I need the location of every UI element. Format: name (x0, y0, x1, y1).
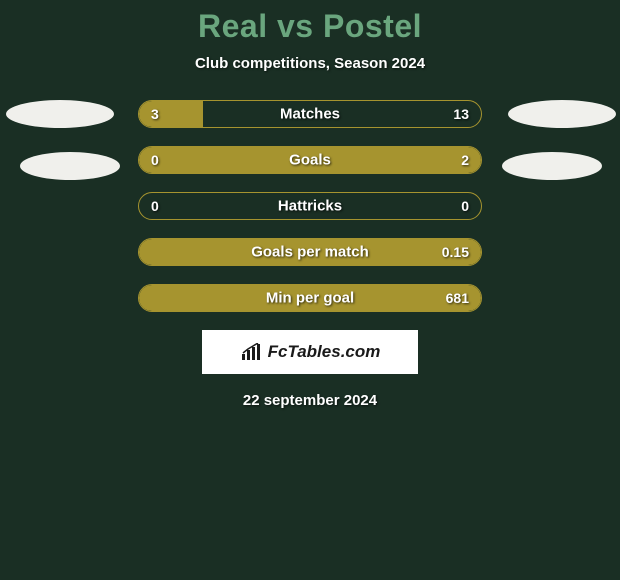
team-logo-right-2-icon (502, 152, 602, 180)
page-subtitle: Club competitions, Season 2024 (0, 55, 620, 72)
stat-label: Matches (280, 106, 340, 123)
chart-container: Real vs Postel Club competitions, Season… (0, 0, 620, 409)
stat-label: Min per goal (266, 290, 354, 307)
page-title: Real vs Postel (0, 8, 620, 45)
stat-label: Hattricks (278, 198, 342, 215)
stat-value-left: 0 (151, 152, 159, 168)
stat-value-right: 2 (461, 152, 469, 168)
stat-bar: 3 Matches 13 (138, 100, 482, 128)
bar-fill-left (139, 101, 203, 127)
stat-bar: Goals per match 0.15 (138, 238, 482, 266)
stat-value-right: 0 (461, 198, 469, 214)
team-logo-left-1-icon (6, 100, 114, 128)
stat-label: Goals (289, 152, 331, 169)
stat-value-right: 681 (446, 290, 469, 306)
stat-value-left: 3 (151, 106, 159, 122)
stat-value-right: 13 (453, 106, 469, 122)
team-logo-right-1-icon (508, 100, 616, 128)
footer-date: 22 september 2024 (0, 392, 620, 409)
fctables-logo: FcTables.com (202, 330, 418, 374)
logo-text: FcTables.com (268, 342, 381, 362)
stats-area: 3 Matches 13 0 Goals 2 0 Hattricks 0 Goals per ma… (0, 100, 620, 312)
team-logo-left-2-icon (20, 152, 120, 180)
stat-bar: 0 Hattricks 0 (138, 192, 482, 220)
stat-value-left: 0 (151, 198, 159, 214)
stat-bar: 0 Goals 2 (138, 146, 482, 174)
bar-chart-icon (240, 343, 262, 361)
bars-wrapper: 3 Matches 13 0 Goals 2 0 Hattricks 0 Goals per ma… (10, 100, 610, 312)
stat-value-right: 0.15 (442, 244, 469, 260)
stat-bar: Min per goal 681 (138, 284, 482, 312)
stat-label: Goals per match (251, 244, 369, 261)
